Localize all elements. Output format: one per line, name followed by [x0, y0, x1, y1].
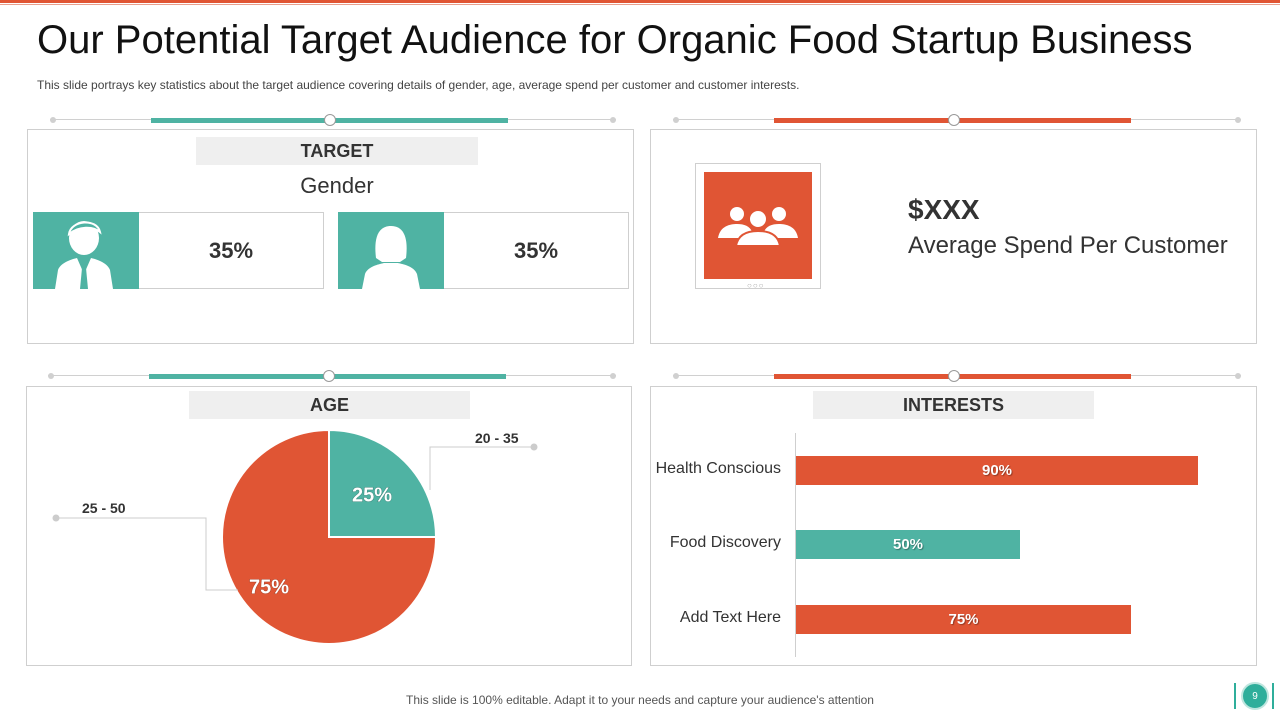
group-of-people-icon [704, 172, 812, 279]
female-card: 35% [338, 212, 629, 289]
pie-slice-20-35 [328, 428, 438, 538]
age-connector [48, 370, 616, 382]
spend-icon-frame: ○○○ [695, 163, 821, 290]
spend-label: Average Spend Per Customer [908, 232, 1228, 259]
knife-icon [1272, 683, 1277, 709]
frame-dots: ○○○ [747, 281, 765, 290]
interest-bar-value: 90% [981, 462, 1013, 479]
male-card: 35% [33, 212, 324, 289]
interest-bar: 75% [796, 605, 1131, 634]
leader-line-25-50 [56, 517, 238, 591]
age-header: AGE [189, 391, 470, 419]
interest-bar: 90% [796, 456, 1198, 485]
interests-header: INTERESTS [813, 391, 1094, 419]
top-accent-line-thin [0, 4, 1280, 5]
interests-connector [673, 370, 1241, 382]
interest-bar-value: 75% [948, 611, 979, 628]
interest-bar-value: 50% [892, 536, 924, 553]
fork-icon [1234, 683, 1239, 709]
pie-slice-25-50 [221, 428, 438, 645]
pie-value-label: 75% [249, 576, 289, 598]
interest-bar: 50% [796, 530, 1020, 559]
pie-category-25-50: 25 - 50 [82, 500, 126, 516]
footer-note: This slide is 100% editable. Adapt it to… [406, 693, 874, 707]
spend-connector [673, 114, 1241, 126]
gender-label: Gender [300, 173, 374, 198]
target-connector [50, 114, 616, 126]
top-accent-line [0, 0, 1280, 3]
interests-axis-line [795, 433, 796, 657]
female-percentage: 35% [513, 237, 559, 263]
page-subtitle: This slide portrays key statistics about… [37, 78, 800, 92]
interest-label: Food Discovery [669, 534, 781, 551]
male-percentage: 35% [208, 237, 254, 263]
interest-label: Add Text Here [679, 609, 781, 626]
pie-value-label: 25% [352, 484, 392, 506]
page-number: 9 [1241, 682, 1269, 710]
interest-label: Health Conscious [655, 460, 781, 477]
spend-value: $XXX [908, 194, 980, 225]
leader-line-20-35 [429, 446, 534, 490]
female-user-icon [338, 212, 444, 289]
male-user-icon [33, 212, 139, 289]
pie-category-20-35: 20 - 35 [475, 430, 519, 446]
target-header: TARGET [196, 137, 478, 165]
page-title: Our Potential Target Audience for Organi… [37, 18, 1193, 62]
